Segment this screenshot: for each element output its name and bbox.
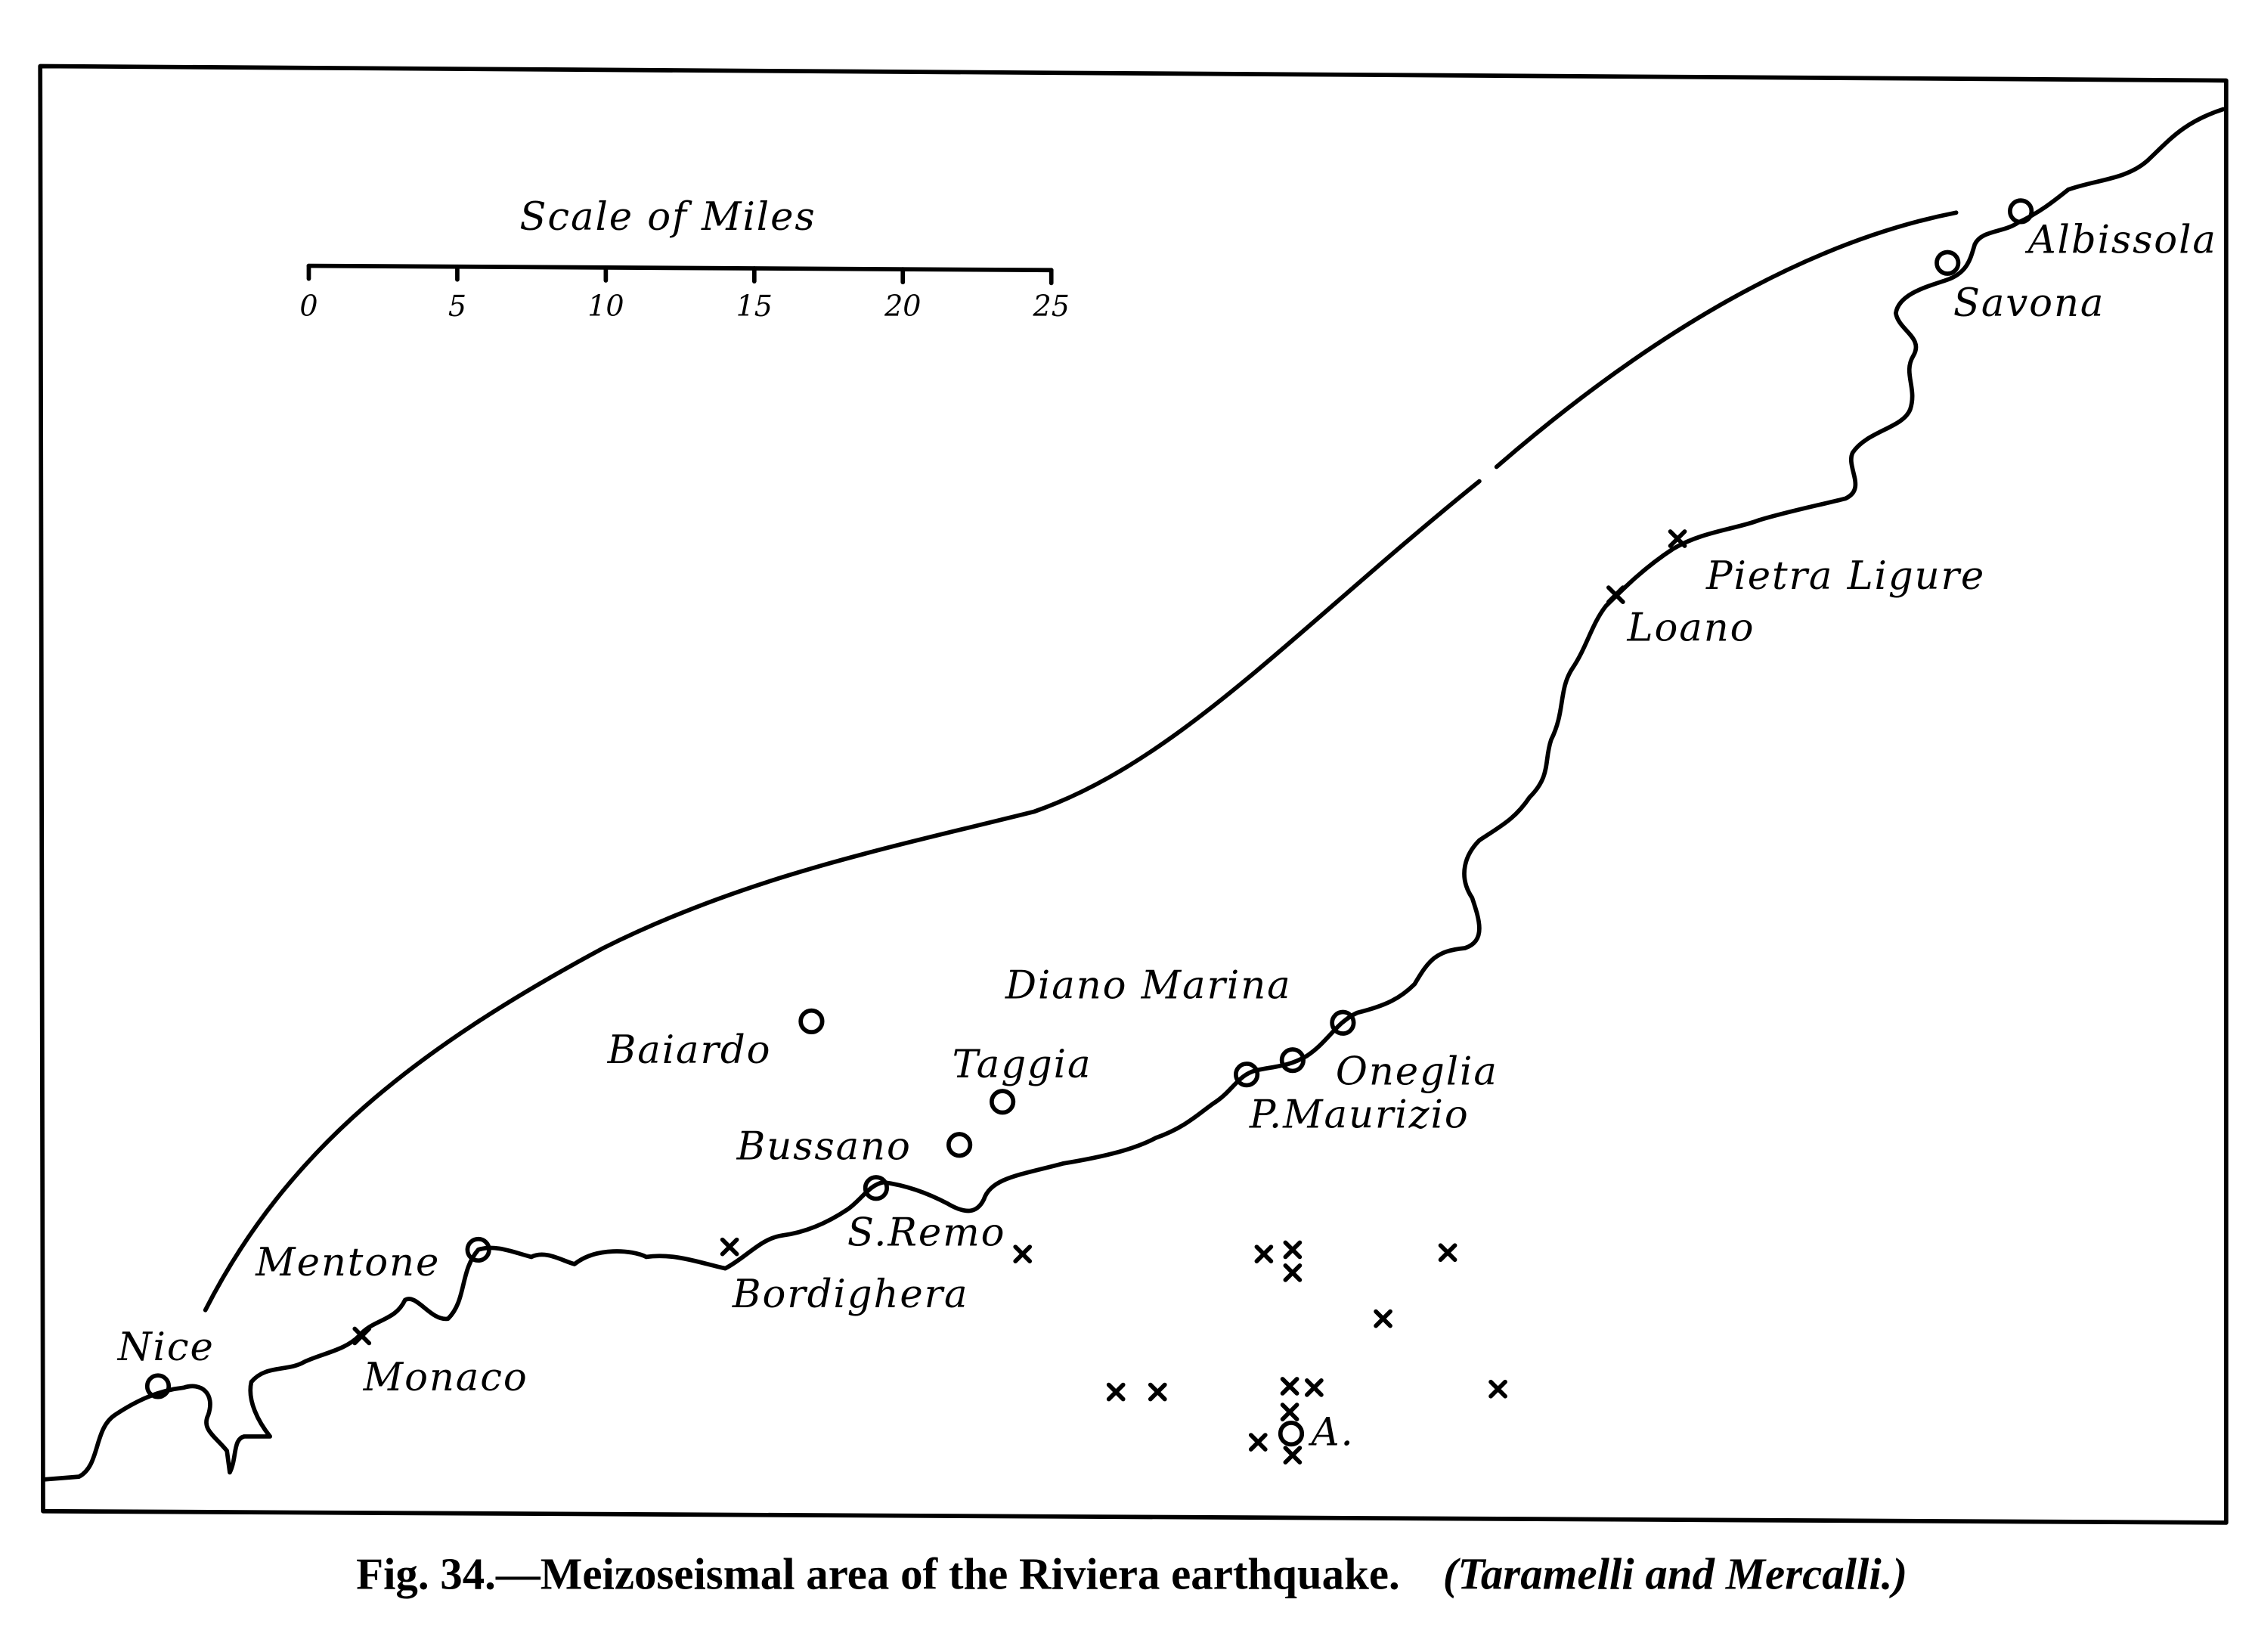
label-bussano: Bussano [736,1124,912,1169]
damage-cross-marker [1280,1377,1299,1396]
label-albissola: Albissola [2025,217,2217,262]
damage-cross-marker [1254,1244,1274,1264]
town-circle-marker [465,1236,491,1263]
caption-credit: (Taramelli and Mercalli.) [1443,1549,1907,1598]
label-s-remo: S.Remo [847,1210,1005,1255]
damage-cross-marker [1374,1309,1392,1328]
scale-title: Scale of Miles [519,194,816,240]
town-circle-marker [863,1175,890,1201]
damage-cross-marker [1438,1243,1457,1263]
damage-cross-marker [1283,1446,1303,1464]
label-taggia: Taggia [953,1042,1092,1087]
label-oneglia: Oneglia [1336,1049,1498,1094]
town-circle-marker [1233,1062,1260,1088]
town-circle-marker [1934,250,1961,276]
damage-cross-marker [1606,585,1625,604]
town-circle-marker [946,1132,973,1158]
town-circle-marker [798,1008,825,1034]
label-baiardo: Baiardo [607,1027,772,1073]
town-circle-marker [1278,1421,1305,1447]
town-circle-marker [2008,198,2034,225]
label-savona: Savona [1953,280,2105,326]
damage-cross-marker [1283,1240,1303,1260]
damage-cross-marker [1283,1263,1303,1282]
scale-tick-label: 5 [448,290,466,323]
damage-cross-marker [1488,1379,1507,1399]
damage-cross-marker [1305,1378,1324,1397]
town-circle-marker [990,1089,1016,1115]
scale-tick-label: 10 [587,290,624,323]
damage-cross-marker [1148,1382,1167,1402]
meizoseismal-boundary [203,479,1482,1313]
label-bordighera: Bordighera [732,1272,969,1317]
town-circle-marker [1279,1047,1306,1074]
damage-cross-marker [720,1237,739,1257]
scale-bar: Scale of Miles 0 5 10 15 20 25 [299,194,1069,323]
scale-tick-label: 0 [299,290,318,323]
label-p-maurizio: P.Maurizio [1249,1092,1470,1137]
scale-tick-label: 20 [884,290,921,323]
scale-tick-label: 25 [1033,290,1070,323]
damage-cross-marker [1106,1382,1126,1402]
scale-tick-label: 15 [736,290,773,323]
label-monaco: Monaco [363,1355,528,1400]
meizoseismal-boundary-north [1494,210,1959,470]
label-loano: Loano [1627,605,1755,650]
caption-text: —Meizoseismal area of the Riviera earthq… [495,1549,1400,1598]
town-circle-marker [144,1373,172,1399]
coastline [41,107,2226,1482]
damage-cross-marker [352,1326,372,1346]
label-epicentre: A. [1309,1409,1355,1455]
label-nice: Nice [116,1325,215,1370]
figure-caption: Fig. 34.—Meizoseismal area of the Rivier… [356,1549,1907,1598]
town-circle-marker [1330,1009,1356,1036]
damage-cross-marker [1013,1244,1033,1264]
label-mentone: Mentone [255,1240,440,1285]
damage-cross-marker [1668,529,1687,548]
map-frame [38,64,2229,1525]
damage-cross-marker [1248,1433,1268,1452]
caption-figure-number: Fig. 34. [356,1549,496,1598]
damage-cross-marker [1280,1402,1299,1421]
label-diano-marina: Diano Marina [1005,962,1292,1008]
label-pietra-ligure: Pietra Ligure [1705,553,1985,599]
